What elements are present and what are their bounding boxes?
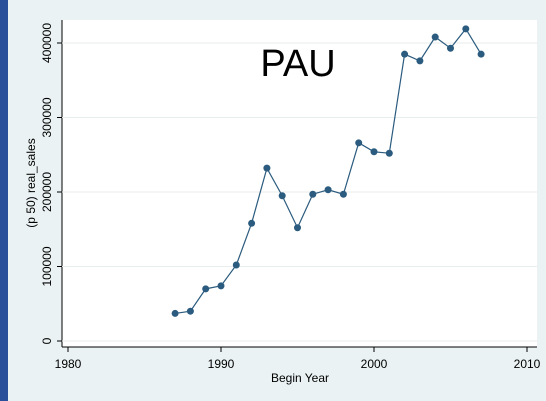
data-point (401, 50, 409, 58)
y-tick-label: 100000 (40, 246, 54, 286)
data-point (186, 307, 194, 315)
data-point (355, 139, 363, 147)
y-tick-label: 300000 (40, 97, 54, 137)
y-axis-label: (p 50) real_sales (24, 138, 38, 227)
data-point (217, 282, 225, 290)
x-tick-label: 2000 (361, 357, 388, 371)
x-tick-label: 1990 (208, 357, 235, 371)
x-axis-label: Begin Year (271, 371, 329, 385)
data-point (431, 33, 439, 41)
data-point (263, 164, 271, 172)
data-point (232, 261, 240, 269)
x-tick-label: 1980 (55, 357, 82, 371)
data-point (462, 25, 470, 33)
data-point (309, 190, 317, 198)
data-point (477, 50, 485, 58)
data-point (324, 186, 332, 194)
left-border (0, 0, 8, 401)
chart-title: PAU (260, 43, 335, 85)
y-tick-label: 200000 (40, 172, 54, 212)
x-tick-label: 2010 (514, 357, 541, 371)
y-tick-label: 0 (40, 337, 54, 344)
data-point (202, 285, 210, 293)
data-point (416, 57, 424, 65)
data-point (248, 219, 256, 227)
data-point (370, 148, 378, 156)
y-tick-label: 400000 (40, 23, 54, 63)
data-point (294, 224, 301, 232)
data-point (385, 149, 393, 157)
plot-area (62, 20, 537, 347)
data-point (339, 190, 347, 198)
data-point (171, 309, 179, 317)
data-point (447, 44, 454, 52)
data-point (278, 192, 286, 200)
